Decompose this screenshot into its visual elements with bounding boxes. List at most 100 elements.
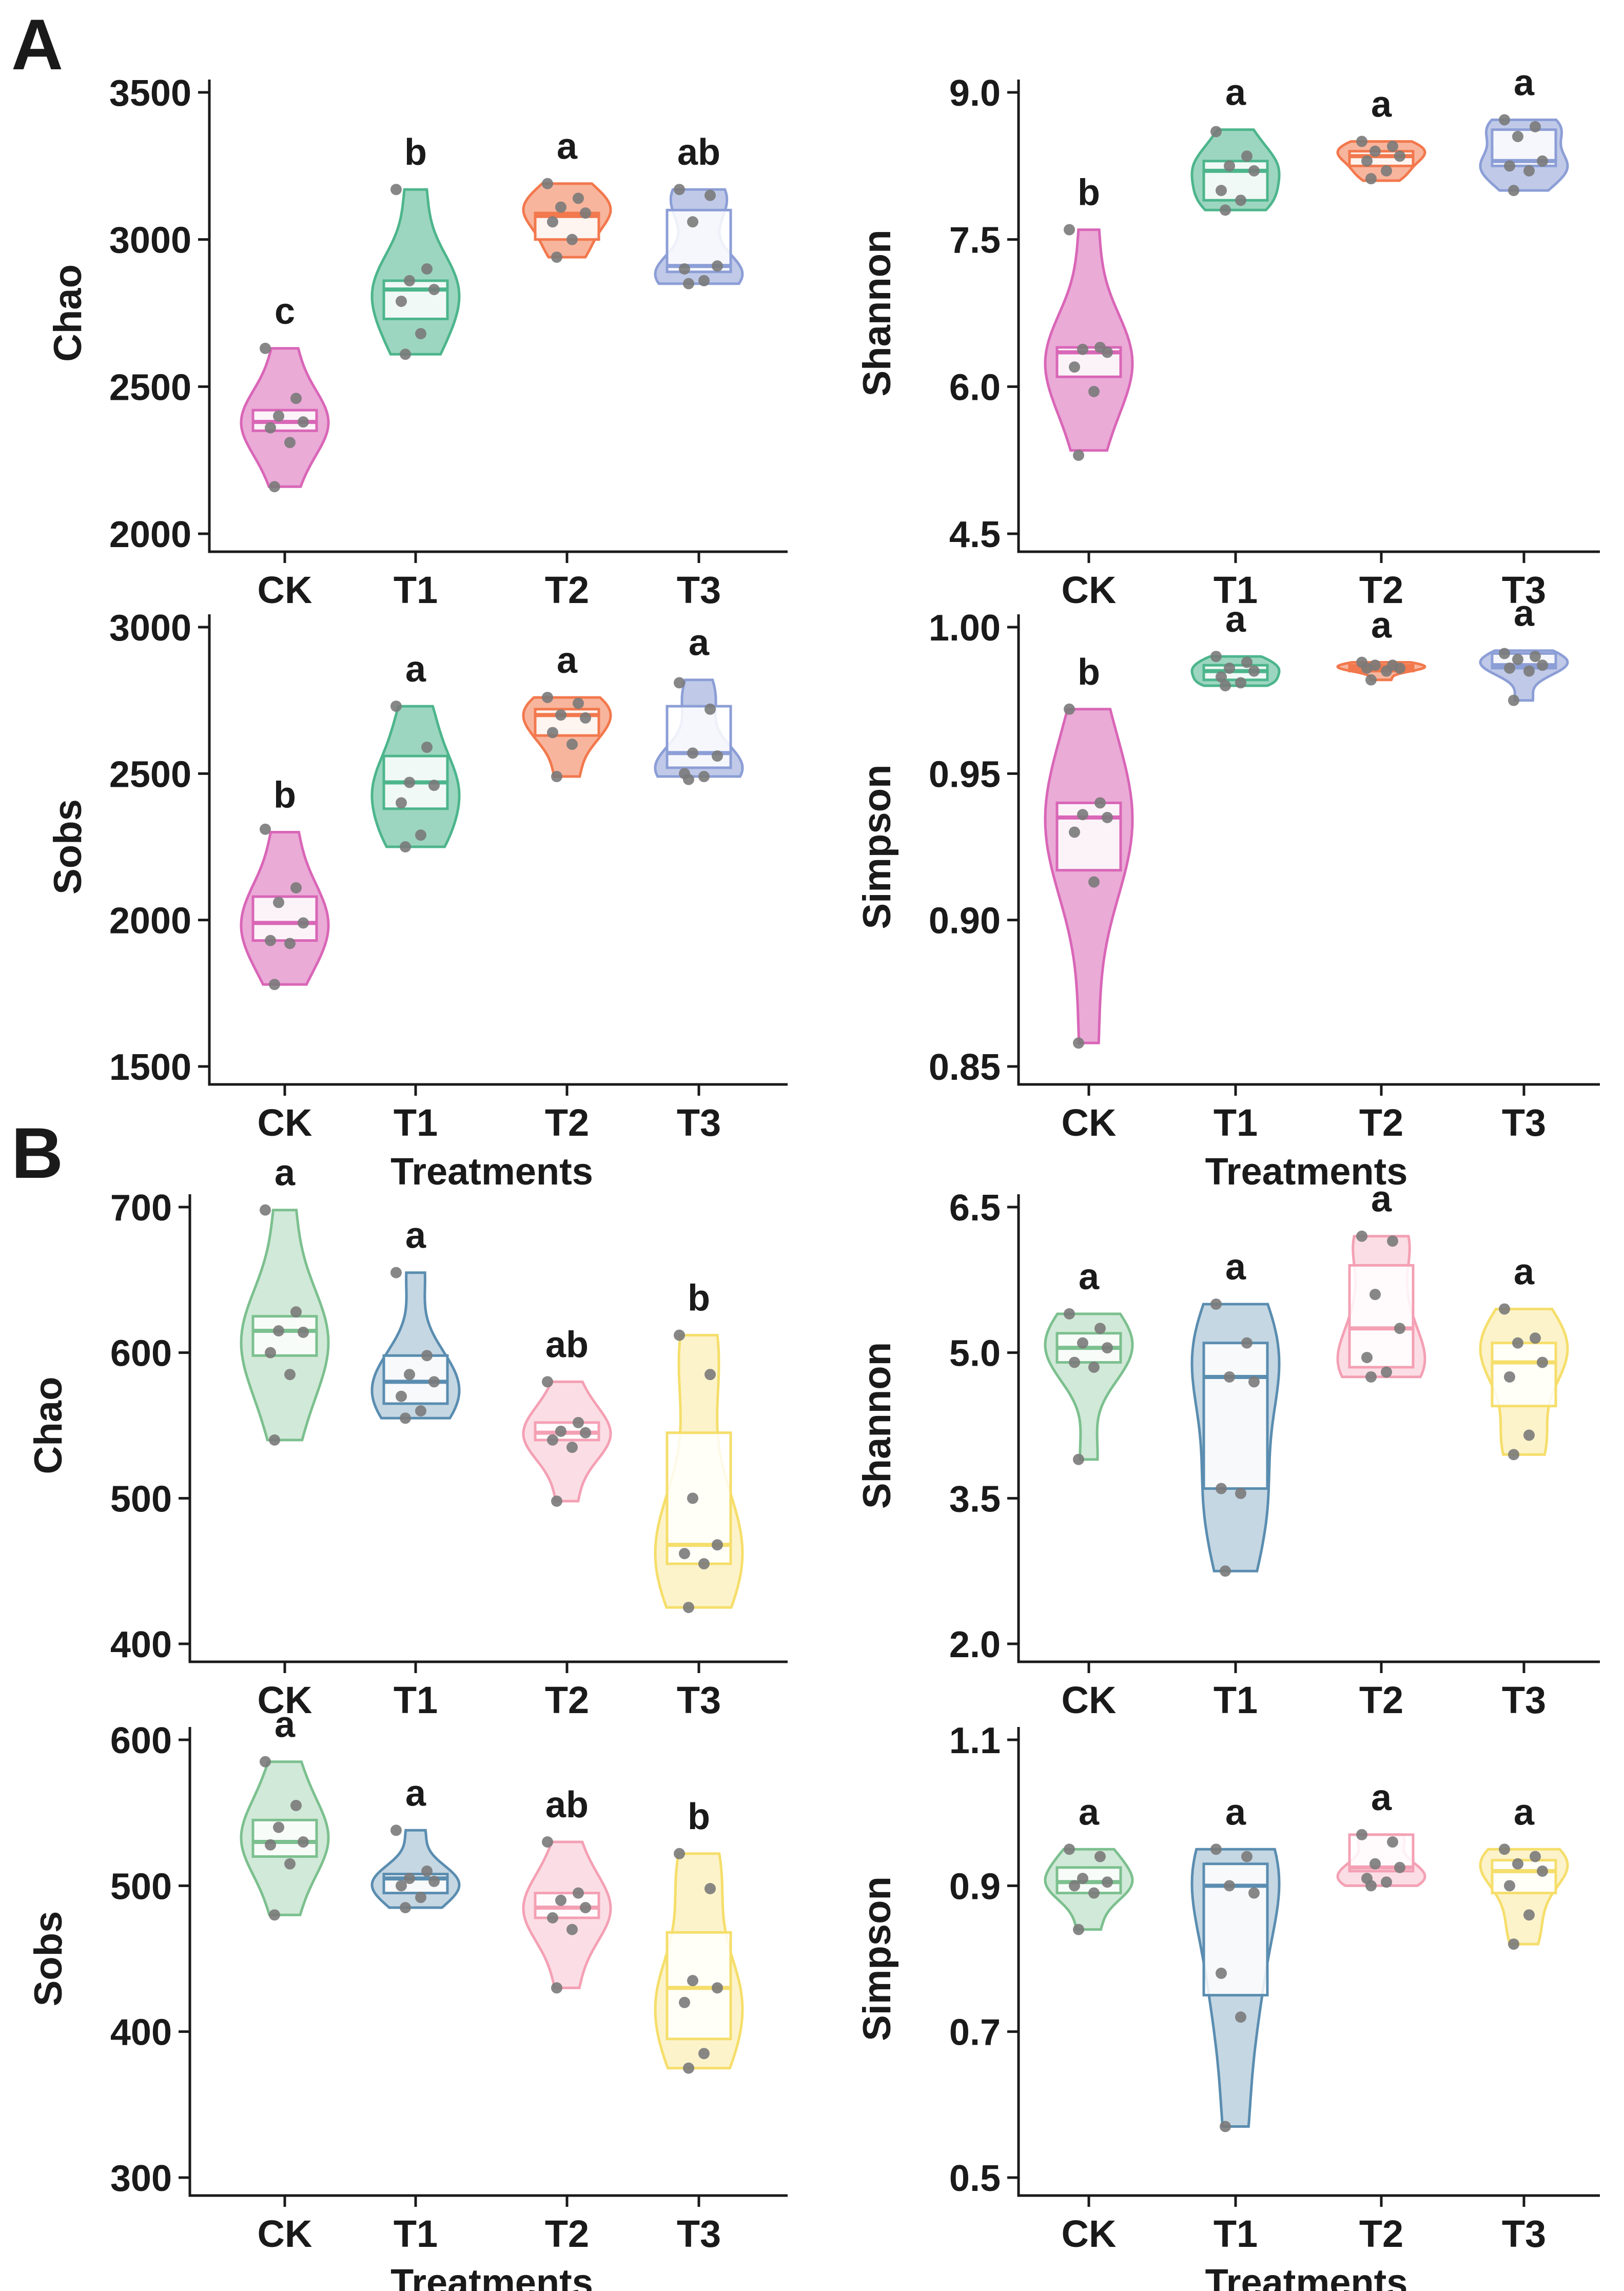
data-point [1394, 1323, 1405, 1334]
axis-lines [208, 80, 788, 553]
significance-letter: b [688, 1278, 710, 1319]
x-tick-label: T3 [677, 1679, 721, 1721]
data-point [1241, 150, 1253, 162]
significance-letter: b [688, 1796, 710, 1837]
group-t2: a [1336, 605, 1426, 686]
y-axis-title: Sobs [46, 799, 90, 895]
x-tick-label: T2 [1359, 1679, 1403, 1721]
data-point [547, 727, 558, 739]
data-point [1504, 160, 1515, 172]
y-tick-label: 3.5 [949, 1479, 1001, 1520]
axis-lines [1017, 614, 1600, 1086]
y-axis-title: Shannon [855, 229, 899, 396]
x-tick-label: T2 [545, 1679, 589, 1721]
x-axis-title: Treatments [1205, 2261, 1408, 2291]
data-point [298, 917, 309, 929]
data-point [1369, 1289, 1381, 1300]
data-point [1365, 1880, 1377, 1892]
axis-lines [1017, 1727, 1600, 2197]
x-tick-label: CK [258, 1679, 312, 1721]
x-tick-label: T1 [1214, 569, 1258, 611]
group-t3: a [654, 623, 744, 785]
y-tick-label: 5.0 [949, 1333, 1001, 1374]
y-tick-label: 700 [110, 1188, 172, 1229]
data-point [698, 1558, 710, 1569]
x-tick-label: T3 [1502, 1101, 1546, 1144]
data-point [1512, 653, 1523, 665]
data-point [390, 1824, 402, 1836]
data-point [1394, 1861, 1405, 1873]
data-point [1077, 1873, 1088, 1885]
x-tick-label: T3 [677, 1101, 721, 1144]
y-axis-title: Shannon [855, 1342, 899, 1509]
data-point [415, 1892, 426, 1904]
data-point [1248, 1376, 1260, 1388]
y-tick-label: 0.7 [949, 2012, 1001, 2053]
group-t3: b [654, 1278, 744, 1614]
significance-letter: a [1371, 1179, 1392, 1220]
x-tick-label: T1 [1214, 1101, 1258, 1144]
significance-letter: a [1514, 593, 1535, 634]
data-point [1216, 185, 1227, 197]
data-point [674, 1848, 685, 1859]
data-point [396, 1390, 407, 1402]
data-point [1235, 1487, 1246, 1499]
data-point [1537, 1865, 1548, 1877]
data-point [1499, 1843, 1510, 1855]
x-axis-title: Treatments [390, 2261, 593, 2291]
significance-letter: a [1079, 1256, 1100, 1297]
group-t1: b [370, 132, 461, 360]
data-point [1102, 346, 1113, 358]
data-point [1064, 1843, 1075, 1855]
group-t2: ab [522, 1784, 612, 1994]
data-point [1537, 155, 1548, 167]
data-point [1069, 1880, 1080, 1892]
data-point [1064, 224, 1075, 236]
group-t1: a [370, 1773, 461, 1913]
y-tick-label: 6.5 [949, 1188, 1001, 1229]
data-point [400, 1901, 411, 1913]
data-point [1512, 1858, 1523, 1870]
significance-letter: a [1225, 1792, 1246, 1833]
data-point [712, 1539, 723, 1551]
data-point [1248, 165, 1260, 177]
y-tick-label: 4.5 [949, 514, 1001, 555]
data-point [1235, 677, 1246, 689]
box [1202, 1342, 1269, 1490]
data-point [1381, 665, 1392, 677]
data-point [566, 1924, 578, 1935]
data-point [1361, 662, 1373, 674]
y-tick-label: 2.0 [949, 1624, 1001, 1665]
y-tick-label: 2500 [109, 754, 191, 795]
x-tick-label: T2 [545, 2212, 589, 2255]
data-point [265, 422, 276, 434]
plot-panel-a-simpson: 0.85 0.90 0.95 1.00 Simpson CK T1 T2 T3 Treatment… [855, 593, 1600, 1193]
data-point [580, 1901, 591, 1913]
y-tick-label: 1500 [109, 1047, 191, 1088]
data-point [683, 2062, 694, 2074]
group-ck: b [1044, 172, 1134, 461]
data-point [428, 284, 440, 296]
data-point [1073, 1037, 1084, 1049]
data-point [1248, 1887, 1260, 1899]
data-point [1369, 145, 1381, 157]
data-point [265, 1347, 276, 1358]
data-point [679, 1548, 690, 1560]
data-point [1069, 1356, 1080, 1368]
data-point [1088, 1887, 1100, 1899]
data-point [712, 260, 723, 272]
data-point [1216, 671, 1227, 683]
data-point [1220, 204, 1231, 216]
y-axis-title: Chao [46, 264, 90, 362]
significance-letter: a [275, 1153, 296, 1194]
data-point [415, 829, 426, 841]
plot-panel-b-shannon: 2.0 3.5 5.0 6.5 Shannon CK T1 T2 T3 a a a a [855, 1179, 1600, 1721]
y-tick-label: 9.0 [949, 73, 1001, 114]
data-point [1356, 1829, 1367, 1840]
data-point [1094, 797, 1106, 809]
x-tick-label: T2 [545, 569, 589, 611]
data-point [415, 1405, 426, 1417]
data-point [1356, 135, 1367, 147]
data-point [1512, 1337, 1523, 1349]
data-point [555, 1894, 566, 1906]
